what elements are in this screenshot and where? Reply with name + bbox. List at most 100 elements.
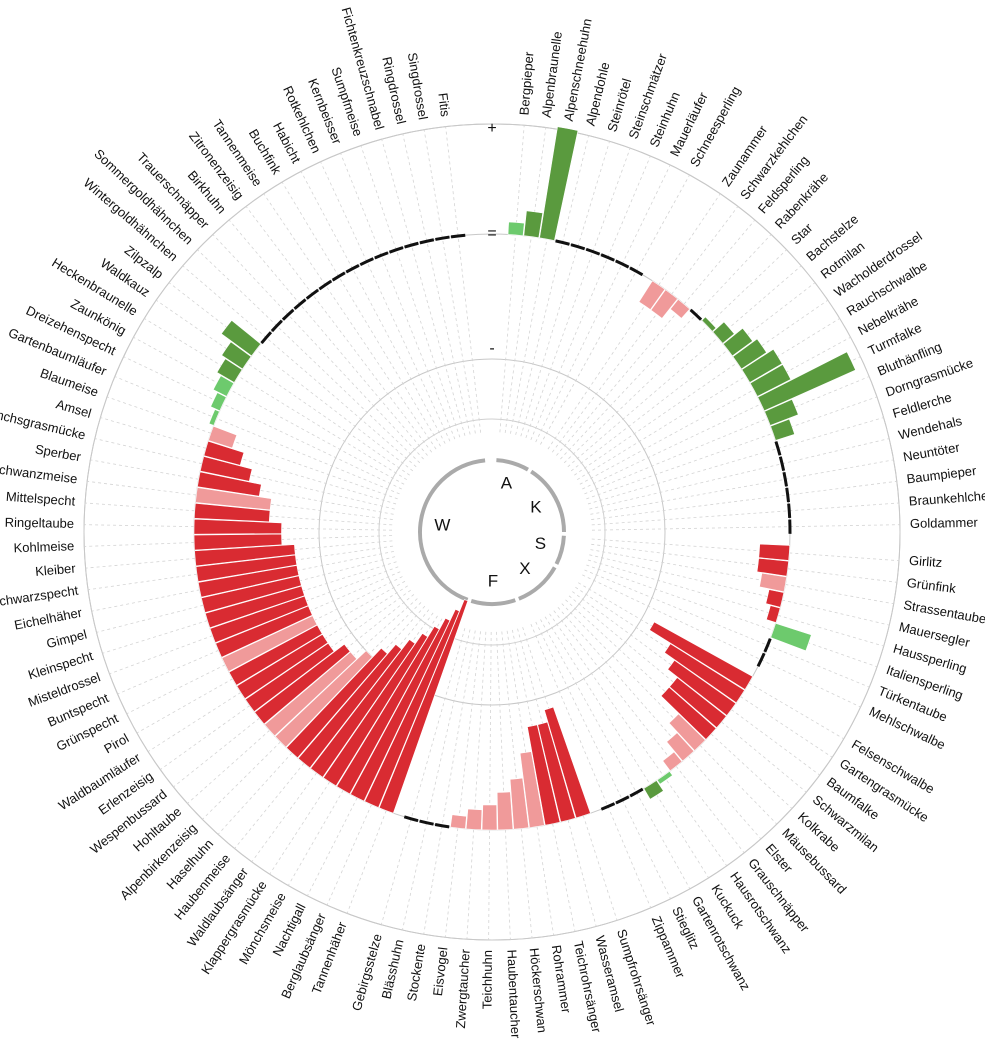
sector-label: K: [530, 498, 542, 517]
zero-marker: [629, 266, 644, 277]
zero-marker: [756, 652, 766, 667]
bar: [208, 409, 220, 426]
bar: [193, 518, 283, 535]
zero-marker: [435, 235, 450, 241]
species-label: Zwergtaucher: [453, 948, 473, 1029]
bar: [701, 316, 717, 332]
zero-marker: [419, 819, 434, 826]
species-label: Kleiber: [35, 560, 77, 579]
species-label: Grünfink: [906, 575, 957, 596]
bar: [215, 605, 313, 658]
zero-marker: [555, 239, 570, 246]
bar: [666, 732, 695, 762]
radial-gridline: [155, 299, 410, 476]
species-label: Mittelspecht: [5, 489, 76, 509]
species-label: Ringeltaube: [5, 515, 75, 531]
radial-gridline: [496, 631, 511, 940]
radial-gridline: [123, 356, 402, 490]
zero-marker: [774, 441, 782, 456]
sector-ring: [418, 458, 486, 602]
bar: [194, 544, 296, 567]
bar: [193, 533, 283, 551]
zero-marker: [778, 456, 786, 472]
bar: [221, 615, 318, 672]
bar: [749, 364, 792, 397]
zero-markers: [260, 233, 792, 829]
species-label: Bergpieper: [516, 51, 536, 116]
species-label: Eisvogel: [430, 946, 451, 997]
bar: [221, 341, 252, 370]
bar: [199, 456, 253, 482]
species-label: Star: [788, 220, 816, 248]
radial-gridline: [263, 193, 437, 450]
sector-label: W: [434, 515, 450, 534]
bar: [274, 650, 373, 748]
radial-gridline: [557, 606, 762, 840]
bar: [212, 375, 235, 397]
bar: [664, 643, 745, 704]
zero-marker: [318, 279, 333, 291]
species-label: Gebirgsstelze: [349, 932, 385, 1013]
bar: [662, 751, 683, 772]
bar: [732, 338, 767, 370]
zero-marker: [782, 471, 788, 487]
bar: [228, 624, 323, 686]
species-label: Girlitz: [909, 553, 943, 570]
species-label: Sperber: [34, 441, 83, 464]
bar: [364, 608, 460, 808]
bar: [201, 575, 302, 613]
species-label: Höckerschwan: [527, 947, 550, 1033]
grid-circle: [83, 123, 901, 941]
radial-gridline: [402, 133, 471, 435]
species-label: Schwanzmeise: [0, 461, 78, 487]
bar: [336, 625, 440, 795]
bar: [527, 724, 561, 826]
zero-marker: [600, 253, 615, 262]
grid-circle: [318, 358, 666, 706]
bar: [758, 543, 791, 561]
scale-labels: + = -: [487, 120, 496, 357]
bar: [197, 471, 262, 497]
species-label: Goldammer: [910, 515, 979, 531]
species-label: Haubentaucher: [504, 949, 523, 1039]
radial-gridline: [586, 396, 878, 500]
scale-label: -: [489, 340, 494, 357]
zero-marker: [570, 243, 586, 251]
zero-marker: [689, 308, 703, 321]
zero-marker: [270, 319, 283, 333]
bar: [197, 565, 300, 598]
species-label: Fitis: [435, 92, 453, 118]
bar: [766, 605, 781, 623]
bar: [507, 221, 525, 236]
radial-gridline: [584, 376, 870, 495]
zero-marker: [404, 241, 419, 249]
bar: [220, 319, 262, 357]
species-label: Neuntöter: [902, 439, 962, 464]
zero-marker: [281, 308, 295, 321]
bar: [668, 713, 706, 751]
species-label: Rohrammer: [549, 944, 574, 1015]
radial-gridline: [423, 129, 476, 434]
bar: [759, 572, 787, 593]
bar: [496, 791, 514, 831]
bar: [195, 554, 298, 582]
bar: [544, 706, 591, 819]
grid-circle: [378, 418, 606, 646]
bar: [481, 804, 498, 831]
sector-label: A: [501, 474, 513, 493]
sector-label: S: [535, 534, 546, 553]
bar: [667, 659, 737, 716]
species-label: Amsel: [54, 396, 93, 421]
zero-marker: [787, 503, 792, 519]
bar: [523, 210, 544, 239]
zero-marker: [615, 259, 630, 269]
zero-marker: [763, 638, 772, 653]
zero-marker: [600, 802, 616, 811]
species-label: Blässhuhn: [379, 938, 407, 1001]
zero-marker: [305, 288, 320, 300]
radial-gridline: [281, 181, 441, 447]
radial-gridline: [114, 376, 400, 495]
bar: [286, 647, 388, 759]
